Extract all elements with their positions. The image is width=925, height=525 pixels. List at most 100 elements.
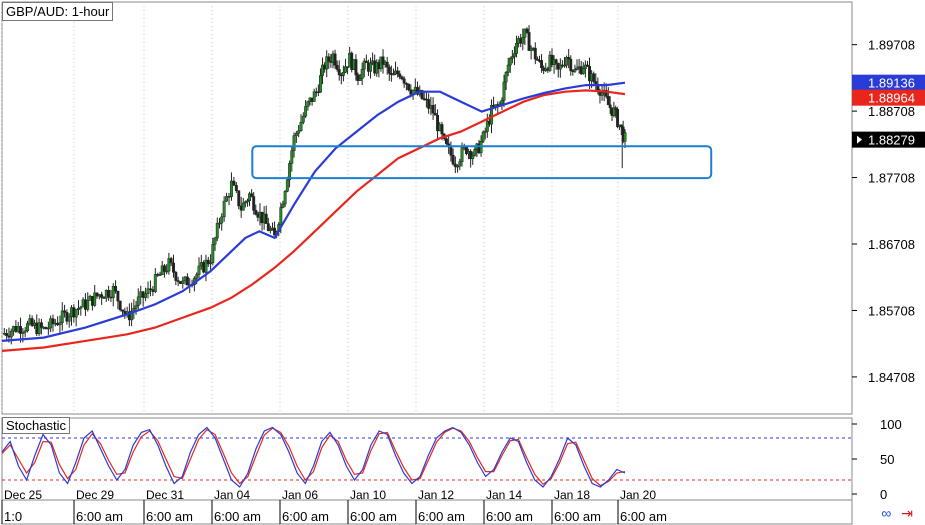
link-chain-icon[interactable]: ∞ [881, 505, 892, 521]
candle-body [402, 78, 406, 84]
candle-body [515, 43, 518, 54]
candle-body [504, 72, 508, 83]
candle-body [172, 262, 175, 273]
candle-body [19, 326, 22, 334]
candle-body [362, 60, 366, 70]
candle-body [181, 280, 185, 284]
date-label: Jan 10 [350, 488, 386, 502]
candle-body [264, 213, 268, 224]
main-pane [1, 1, 853, 500]
price-axis: 1.89708 1.88708 1.87708 1.86708 1.85708 1.847… [852, 38, 925, 385]
candle-body [63, 310, 67, 313]
candle-body [529, 47, 533, 51]
candle-body [245, 200, 249, 203]
time-axis: Dec 25 Dec 29 Dec 31 Jan 04 Jan 06 Jan 10 Jan … [1, 488, 853, 525]
candle-body [74, 309, 78, 318]
candle-body [237, 190, 241, 207]
candle-body [151, 289, 155, 292]
candle-body [508, 58, 512, 66]
candle-body [72, 307, 76, 318]
stochastic-pane [1, 417, 853, 501]
candle-body [392, 73, 395, 76]
candle-body [327, 56, 331, 62]
price-tick-label: 1.89708 [868, 38, 915, 53]
candle-body [250, 193, 254, 197]
candle-body [535, 58, 539, 61]
candle-body [204, 259, 208, 273]
candle-body [88, 295, 92, 301]
candle-body [30, 318, 34, 326]
candle-body [569, 58, 573, 71]
candle-body [83, 299, 87, 310]
candle-body [356, 74, 360, 81]
candle-body [369, 62, 372, 72]
chart-title: GBP/AUD: 1-hour [2, 2, 114, 21]
candle-body [381, 56, 385, 65]
candle-body [70, 307, 73, 318]
candle-body [502, 81, 506, 101]
price-tick-label: 1.88708 [868, 104, 915, 119]
candle-body [81, 299, 85, 308]
candle-body [268, 229, 272, 231]
time-label: 6:00 am [146, 509, 193, 524]
candle-body [90, 295, 94, 306]
price-label-bg [852, 74, 925, 91]
candle-body [299, 121, 303, 131]
time-label: 6:00 am [554, 509, 601, 524]
candle-body [21, 331, 25, 334]
candle-body [453, 163, 457, 168]
candle-body [485, 120, 489, 132]
candle-body [533, 47, 537, 60]
candle-body [431, 105, 435, 114]
candle-body [14, 326, 18, 332]
candle-body [167, 258, 171, 272]
candle-body [285, 179, 289, 192]
candle-body [107, 289, 111, 298]
date-label: Dec 31 [146, 488, 184, 502]
date-label: Jan 12 [418, 488, 454, 502]
candle-body [5, 333, 9, 337]
time-label: 1:0 [4, 509, 22, 524]
candle-body [28, 318, 32, 324]
time-label: 6:00 am [620, 509, 667, 524]
date-label: Dec 25 [4, 488, 42, 502]
candle-body [197, 265, 201, 275]
candle-body [130, 310, 134, 321]
candle-body [407, 83, 411, 91]
candle-body [473, 149, 477, 156]
candle-body [111, 285, 115, 298]
candle-body [53, 322, 57, 325]
candle-body [32, 322, 36, 326]
candle-body [612, 107, 616, 116]
candle-body [427, 99, 431, 109]
candle-body [86, 300, 90, 310]
candle-body [297, 130, 301, 134]
candle-body [290, 150, 294, 164]
candle-body [266, 223, 270, 231]
candle-body [97, 294, 101, 297]
candle-body [396, 70, 400, 75]
time-label: 6:00 am [214, 509, 261, 524]
candle-body [385, 61, 389, 68]
price-tick-label: 1.84708 [868, 370, 915, 385]
candle-body [565, 57, 569, 66]
candle-body [586, 64, 589, 67]
candle-body [232, 180, 236, 186]
candle-body [512, 53, 516, 57]
candle-body [141, 291, 145, 298]
candle-body [337, 69, 341, 76]
candle-body [65, 312, 69, 322]
candle-body [592, 73, 596, 82]
candle-body [49, 318, 53, 329]
candle-body [222, 200, 226, 218]
candle-body [458, 161, 462, 167]
candle-body [460, 147, 464, 162]
arrow-right-icon[interactable]: ⇥ [901, 505, 913, 521]
candle-body [540, 60, 544, 69]
candle-body [604, 90, 608, 97]
candle-body [281, 203, 285, 208]
candle-body [93, 292, 97, 306]
candle-body [118, 300, 122, 311]
candle-body [139, 291, 143, 298]
candle-body [288, 163, 292, 181]
